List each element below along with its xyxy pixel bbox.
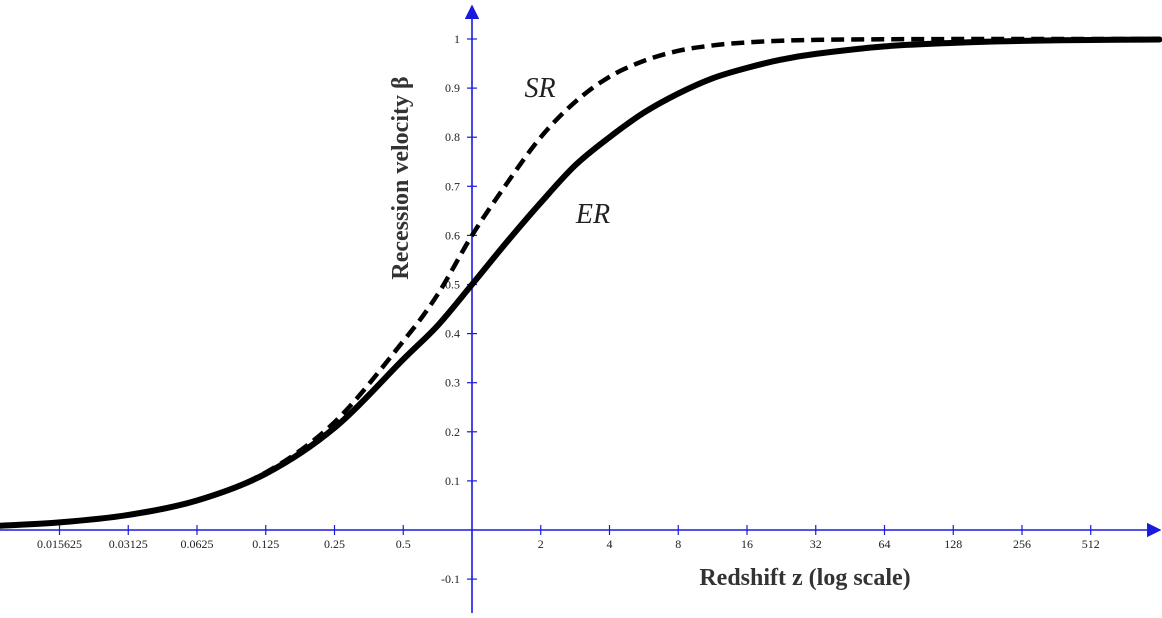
ticks-layer: 0.015625 0.03125 0.0625 0.125 0.25 0.5 2 4 8 16 32… [37,32,1100,586]
y-tick-label: 0.4 [445,327,460,341]
sr-curve-label: SR [524,73,555,104]
series-line-er [0,36,1162,529]
y-tick-label: 0.1 [445,474,460,488]
y-tick-label: 0.2 [445,425,460,439]
x-tick-label: 0.25 [324,537,345,551]
x-axis-title: Redshift z (log scale) [699,565,910,591]
x-tick-label: 8 [675,537,681,551]
y-tick-label: -0.1 [441,572,460,586]
x-tick-label: 2 [538,537,544,551]
series-line-sr [0,36,1160,528]
x-tick-label: 0.0625 [181,537,214,551]
x-tick-label: 0.5 [396,537,411,551]
x-tick-label: 0.03125 [109,537,148,551]
y-tick-label: 0.7 [445,179,460,193]
x-tick-label: 512 [1082,537,1100,551]
y-tick-label: 0.3 [445,376,460,390]
x-tick-label: 32 [810,537,822,551]
x-tick-label: 256 [1013,537,1031,551]
x-tick-label: 4 [607,537,613,551]
y-tick-label: 0.6 [445,228,460,242]
x-tick-label: 128 [944,537,962,551]
x-tick-label: 0.125 [252,537,279,551]
er-curve-label: ER [575,199,610,230]
x-tick-label: 0.015625 [37,537,82,551]
labels-layer: Redshift z (log scale) Recession velocit… [388,73,911,591]
x-tick-label: 64 [879,537,891,551]
y-axis-title: Recession velocity β [388,76,414,279]
y-tick-label: 0.8 [445,130,460,144]
x-tick-label: 16 [741,537,753,551]
y-tick-label: 0.5 [445,278,460,292]
series-layer [0,36,1162,529]
y-tick-label: 1 [454,32,460,46]
y-tick-label: 0.9 [445,81,460,95]
axes-layer [0,4,1162,613]
